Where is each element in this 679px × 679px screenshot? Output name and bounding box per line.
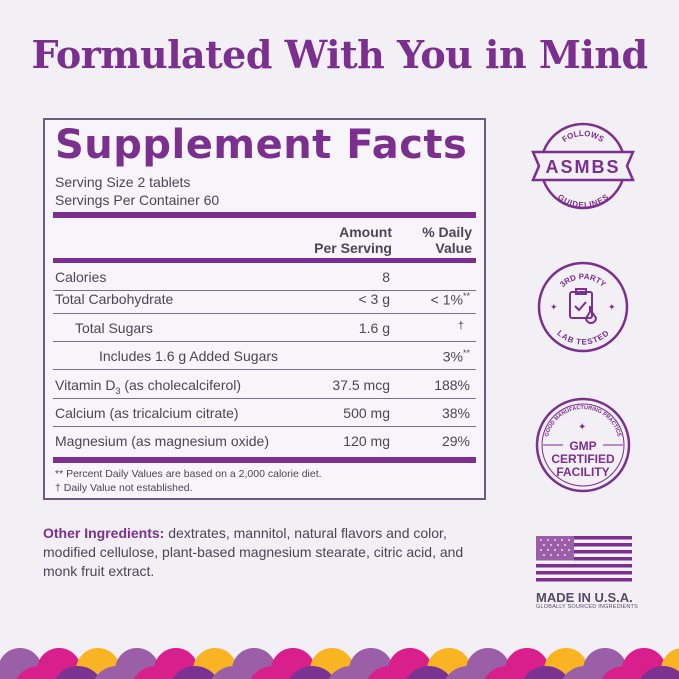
lab-tested-badge: 3RD PARTY LAB TESTED ✦ ✦ (537, 261, 629, 353)
nutrient-row: Calcium (as tricalcium citrate) 500 mg 38% (53, 399, 476, 427)
scallop (640, 666, 679, 679)
nutrient-row: Total Carbohydrate < 3 g < 1%** (53, 287, 476, 314)
divider-thick (53, 258, 476, 263)
footnote: ** Percent Daily Values are based on a 2… (55, 468, 322, 480)
sparkle-icon: ✦ (550, 302, 558, 312)
scallop (250, 666, 296, 679)
svg-text:ASMBS: ASMBS (545, 157, 620, 177)
scallop (133, 666, 179, 679)
scallop (601, 666, 647, 679)
scallop (55, 666, 101, 679)
servings-per-container: Servings Per Container 60 (55, 192, 220, 208)
svg-text:GMP: GMP (569, 439, 596, 453)
scallop (406, 666, 452, 679)
svg-text:FACILITY: FACILITY (556, 465, 609, 479)
made-in-usa: MADE IN U.S.A. (536, 590, 633, 605)
dv-header: % Daily Value (422, 224, 472, 256)
scallop (16, 666, 62, 679)
svg-text:3RD PARTY: 3RD PARTY (558, 272, 608, 290)
scallop (367, 666, 413, 679)
divider-thick (53, 212, 476, 218)
other-ingredients: Other Ingredients: dextrates, mannitol, … (43, 525, 464, 579)
nutrient-row: Includes 1.6 g Added Sugars 3%** (53, 342, 476, 370)
scallop (328, 666, 374, 679)
scallop (289, 666, 335, 679)
svg-text:CERTIFIED: CERTIFIED (551, 452, 615, 466)
decorative-scallop-border (0, 648, 679, 679)
scallop (172, 666, 218, 679)
scallop (445, 666, 491, 679)
scallop (562, 666, 608, 679)
scallop (211, 666, 257, 679)
globally-sourced: GLOBALLY SOURCED INGREDIENTS (536, 604, 638, 610)
scallop (94, 666, 140, 679)
clipboard-flask-icon (569, 288, 598, 324)
svg-text:GUIDELINES: GUIDELINES (556, 192, 611, 210)
scallop (523, 666, 569, 679)
headline: Formulated With You in Mind (31, 32, 648, 77)
facts-title: Supplement Facts (55, 122, 468, 168)
divider-thick (53, 457, 476, 463)
nutrient-row: Magnesium (as magnesium oxide) 120 mg 29% (55, 433, 470, 449)
sparkle-icon: ✦ (608, 302, 616, 312)
usa-flag-icon (536, 536, 632, 582)
svg-text:FOLLOWS: FOLLOWS (560, 129, 606, 144)
sparkle-icon: ✦ (578, 422, 586, 433)
nutrient-row: Calories 8 (53, 263, 476, 291)
nutrient-row: Total Sugars 1.6 g † (53, 314, 476, 342)
svg-text:LAB TESTED: LAB TESTED (555, 328, 610, 346)
amount-header: Amount Per Serving (314, 224, 392, 256)
supplement-facts-panel: Supplement Facts Serving Size 2 tablets … (43, 118, 486, 500)
nutrient-row: Vitamin D3 (as cholecalciferol) 37.5 mcg 1… (53, 370, 476, 399)
footnote: † Daily Value not established. (55, 482, 193, 494)
gmp-badge: GOOD MANUFACTURING PRACTICE ✦ GMP CERTIF… (535, 397, 631, 493)
scallop (484, 666, 530, 679)
asmbs-badge: ASMBS FOLLOWS GUIDELINES (531, 122, 635, 210)
serving-size: Serving Size 2 tablets (55, 174, 191, 190)
